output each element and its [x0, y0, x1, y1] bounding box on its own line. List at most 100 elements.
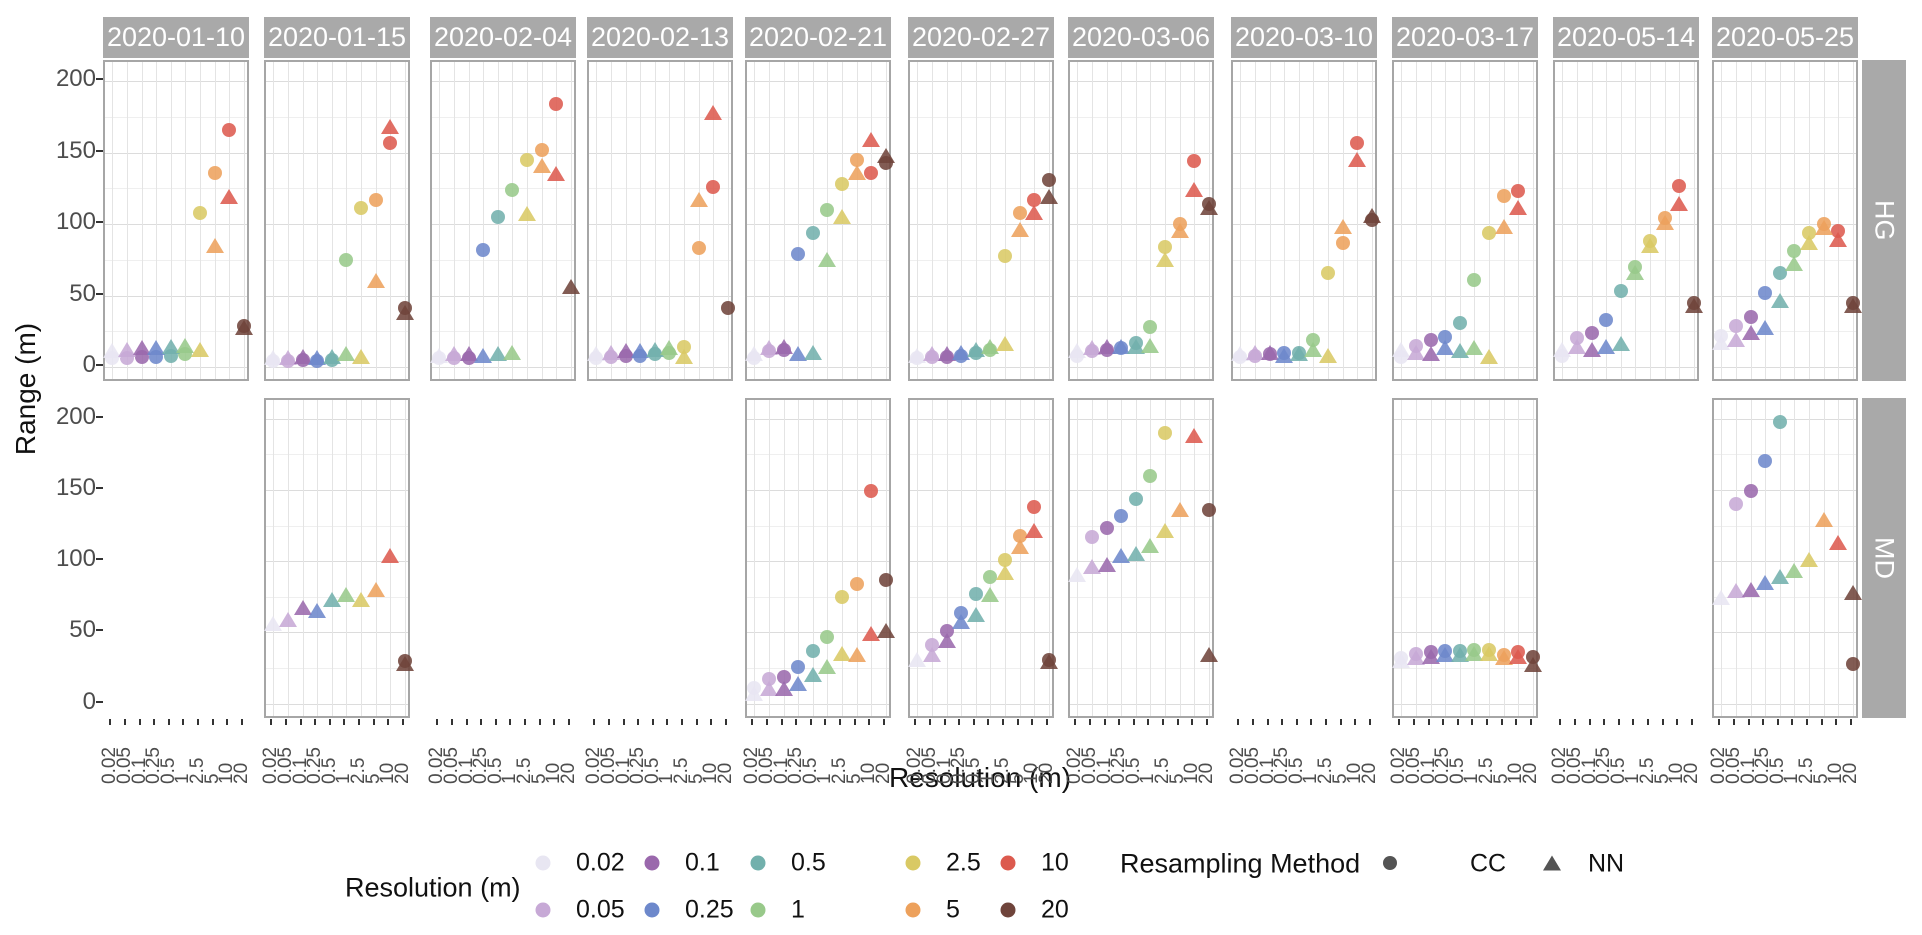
- gridline: [1693, 62, 1695, 379]
- x-tick-mark: [780, 719, 783, 725]
- x-tick-mark: [480, 719, 483, 725]
- gridline: [1445, 62, 1447, 379]
- data-point: [1582, 341, 1601, 357]
- data-point: [366, 581, 385, 597]
- gridline: [266, 117, 408, 118]
- data-point: [908, 651, 927, 667]
- legend-label-resolution: 0.05: [576, 895, 625, 924]
- x-tick-mark: [328, 719, 331, 725]
- gridline: [589, 81, 731, 83]
- data-point: [1199, 200, 1218, 216]
- x-tick-mark: [1500, 719, 1503, 725]
- legend-swatch-method-cc: [1383, 856, 1397, 870]
- gridline: [273, 62, 275, 379]
- gridline: [1714, 224, 1856, 226]
- y-tick-mark: [96, 364, 103, 366]
- data-point: [849, 152, 864, 167]
- x-tick-mark: [751, 719, 754, 725]
- legend-swatch-resolution: [1000, 902, 1016, 918]
- x-tick-mark: [196, 719, 199, 725]
- gridline: [885, 400, 887, 716]
- data-point: [395, 304, 414, 320]
- data-point: [791, 659, 806, 674]
- gridline: [747, 188, 889, 190]
- x-tick-mark: [299, 719, 302, 725]
- gridline: [931, 62, 933, 379]
- y-tick-mark: [96, 558, 103, 561]
- gridline: [1208, 62, 1210, 379]
- data-point: [519, 152, 534, 167]
- gridline: [1394, 224, 1536, 226]
- data-point: [1799, 234, 1818, 250]
- x-tick-mark: [494, 719, 497, 725]
- x-tick-mark: [182, 719, 185, 725]
- gridline: [589, 367, 731, 368]
- facet-panel: [745, 398, 895, 718]
- x-tick-mark: [765, 719, 768, 725]
- gridline: [783, 62, 785, 379]
- data-point: [1436, 340, 1455, 356]
- gridline: [1357, 62, 1359, 379]
- gridline: [747, 117, 889, 118]
- data-point: [1843, 297, 1862, 313]
- data-point: [1843, 584, 1862, 600]
- data-point: [1465, 645, 1484, 661]
- data-point: [1494, 650, 1513, 666]
- gridline: [1070, 117, 1212, 118]
- gridline: [1091, 62, 1093, 379]
- data-point: [789, 675, 808, 691]
- data-point: [381, 547, 400, 563]
- gridline: [556, 62, 558, 379]
- data-point: [293, 349, 312, 364]
- gridline: [1555, 331, 1697, 333]
- x-tick-mark: [1529, 719, 1532, 725]
- legend-swatch-resolution: [750, 902, 766, 918]
- data-point: [1450, 343, 1469, 359]
- data-point: [1406, 650, 1425, 666]
- gridline: [1070, 367, 1212, 368]
- x-tick-mark: [401, 719, 404, 725]
- facet-strip-date: 2020-03-06: [1068, 17, 1214, 58]
- data-point: [351, 591, 370, 607]
- data-point: [1741, 324, 1760, 340]
- gridline: [1135, 62, 1137, 379]
- facet-strip-date: 2020-01-15: [264, 17, 410, 58]
- gridline: [1714, 703, 1856, 705]
- gridline: [105, 81, 247, 83]
- x-tick-mark: [1354, 719, 1357, 725]
- data-point: [1509, 648, 1528, 664]
- x-tick-mark: [523, 719, 526, 725]
- data-point: [322, 591, 341, 607]
- x-tick-mark: [593, 719, 596, 725]
- x-tick-mark: [567, 719, 570, 725]
- x-tick-mark: [1281, 719, 1284, 725]
- data-point: [1758, 454, 1773, 469]
- gridline: [1576, 62, 1578, 379]
- data-point: [1712, 590, 1731, 606]
- data-point: [805, 643, 820, 658]
- gridline: [698, 62, 700, 379]
- gridline: [1823, 400, 1825, 716]
- data-point: [1275, 347, 1294, 363]
- gridline: [1394, 703, 1536, 705]
- gridline: [1794, 400, 1796, 716]
- gridline: [1233, 259, 1375, 261]
- y-tick-label: 100: [55, 545, 96, 573]
- gridline: [266, 489, 408, 491]
- gridline: [589, 152, 731, 154]
- x-tick-mark: [1573, 719, 1576, 725]
- x-tick-mark: [987, 719, 990, 725]
- gridline: [946, 400, 948, 716]
- gridline: [1503, 400, 1505, 716]
- gridline: [747, 454, 889, 456]
- data-point: [1726, 331, 1745, 347]
- gridline: [783, 400, 785, 716]
- gridline: [266, 152, 408, 154]
- gridline: [1474, 62, 1476, 379]
- data-point: [1187, 154, 1202, 169]
- x-tick-mark: [1456, 719, 1459, 725]
- data-point: [1112, 547, 1131, 563]
- x-tick-mark: [1442, 719, 1445, 725]
- facet-strip-date: 2020-02-21: [745, 17, 891, 58]
- gridline: [468, 62, 470, 379]
